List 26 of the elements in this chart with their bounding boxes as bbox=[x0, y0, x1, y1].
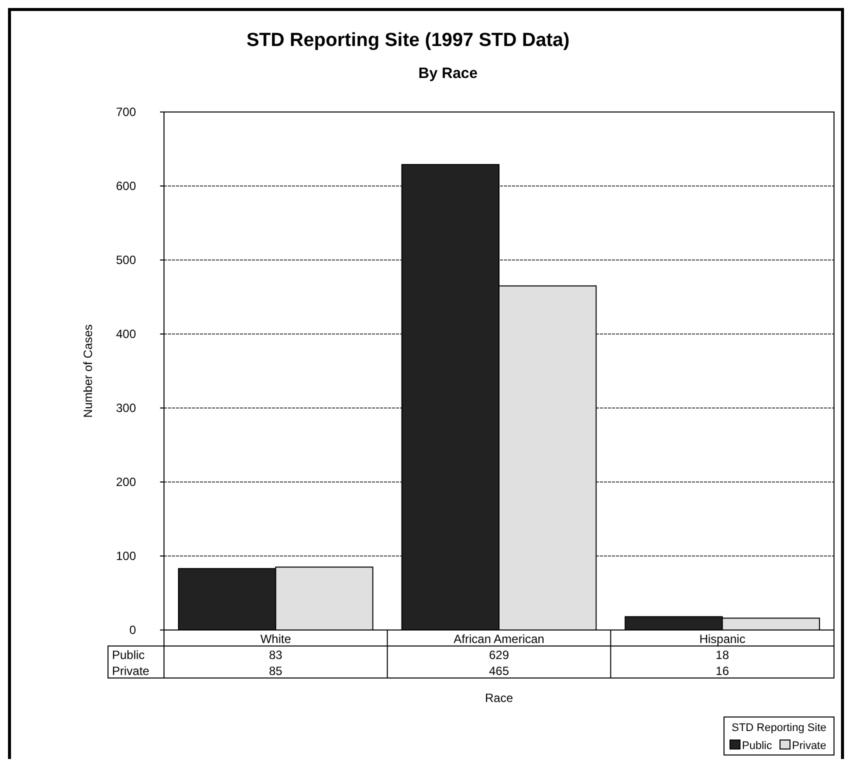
data-label: 16 bbox=[716, 664, 730, 678]
data-label: 465 bbox=[488, 664, 510, 678]
y-tick-label: 700 bbox=[116, 105, 136, 119]
y-tick-label: 600 bbox=[116, 179, 136, 193]
legend-title: STD Reporting Site bbox=[732, 722, 826, 734]
x-tick-label: Hispanic bbox=[699, 632, 746, 646]
data-label: 629 bbox=[488, 648, 510, 662]
text: Private bbox=[112, 664, 150, 678]
x-tick-label: African American bbox=[454, 632, 544, 646]
y-tick-label: 100 bbox=[116, 549, 136, 563]
y-tick-label: 500 bbox=[116, 253, 136, 267]
y-tick-label: 300 bbox=[116, 401, 136, 415]
chart-title: STD Reporting Site (1997 STD Data) bbox=[246, 30, 570, 51]
data-label: 85 bbox=[268, 664, 283, 678]
y-tick-label: 400 bbox=[116, 327, 136, 341]
text: Public bbox=[112, 648, 145, 662]
x-tick-label: White bbox=[260, 632, 292, 646]
x-axis-title: Race bbox=[484, 691, 514, 705]
y-tick-label: 0 bbox=[129, 623, 136, 637]
legend-label: Private bbox=[792, 740, 826, 752]
y-tick-label: 200 bbox=[116, 475, 136, 489]
chart-subtitle: By Race bbox=[418, 65, 478, 82]
data-label: 18 bbox=[716, 648, 730, 662]
legend-label: Public bbox=[742, 740, 772, 752]
data-label: 83 bbox=[268, 648, 283, 662]
y-axis-title: Number of Cases bbox=[81, 324, 95, 418]
